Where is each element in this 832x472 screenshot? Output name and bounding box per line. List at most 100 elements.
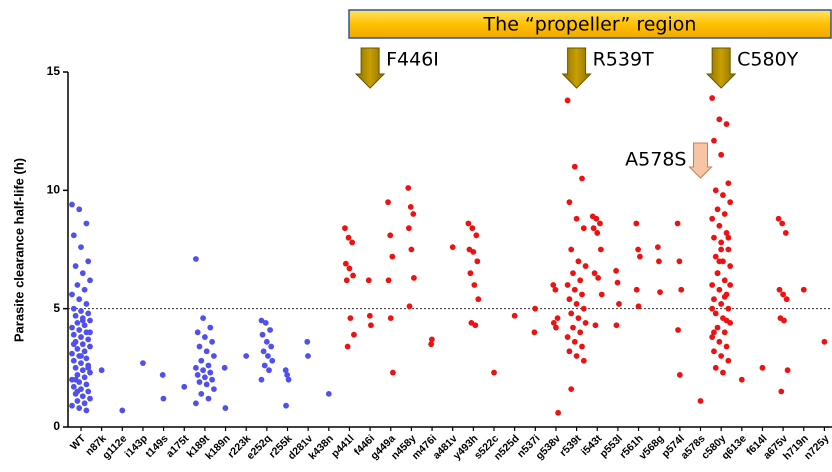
data-point	[711, 348, 717, 355]
data-point	[781, 317, 787, 324]
data-point	[258, 376, 265, 383]
data-point	[350, 272, 356, 279]
data-point	[209, 338, 216, 345]
data-point	[81, 374, 88, 381]
data-point	[637, 253, 643, 260]
data-point	[87, 343, 93, 350]
data-point	[580, 225, 587, 232]
data-point	[470, 248, 477, 255]
data-point	[473, 232, 480, 239]
data-point	[389, 253, 396, 260]
data-point	[469, 225, 476, 232]
data-point	[259, 331, 266, 338]
data-point	[74, 372, 81, 378]
data-point	[727, 199, 734, 206]
data-point	[716, 116, 723, 123]
annotation-label: F446I	[386, 49, 439, 71]
data-point	[778, 388, 785, 395]
data-point	[465, 220, 472, 227]
data-point	[258, 317, 265, 324]
data-point	[472, 322, 479, 329]
data-point	[709, 95, 716, 101]
data-point	[579, 343, 585, 350]
data-point	[718, 353, 725, 359]
data-point	[207, 369, 214, 376]
data-point	[79, 367, 86, 374]
data-point	[575, 315, 582, 322]
data-point	[467, 270, 474, 277]
annotation-arrow	[705, 47, 737, 89]
data-point	[573, 353, 580, 359]
data-point	[390, 369, 396, 376]
data-point	[579, 291, 585, 298]
data-point	[580, 357, 587, 364]
data-point	[550, 319, 557, 326]
data-point	[70, 383, 77, 390]
x-tick-label: t149s	[143, 432, 171, 460]
data-point	[759, 364, 766, 371]
data-point	[267, 327, 273, 333]
data-point	[449, 244, 456, 251]
data-point	[564, 97, 571, 104]
data-point	[202, 334, 208, 340]
data-point	[81, 348, 88, 355]
data-point	[716, 222, 723, 229]
data-point	[554, 315, 561, 322]
data-point	[70, 341, 77, 348]
data-point	[709, 334, 716, 340]
data-point	[69, 350, 75, 357]
data-point	[70, 331, 77, 338]
data-point	[718, 301, 725, 307]
annotation-arrow	[688, 142, 713, 179]
data-point	[711, 234, 717, 241]
data-point	[202, 374, 208, 381]
data-point	[616, 301, 622, 307]
data-point	[74, 388, 81, 395]
y-axis-label: Parasite clearance half-life (h)	[11, 158, 26, 342]
annotation-arrow	[354, 47, 386, 89]
annotation-label: R539T	[593, 49, 654, 71]
data-point	[83, 355, 90, 362]
data-point	[821, 338, 828, 345]
data-point	[85, 258, 92, 265]
data-point	[76, 405, 83, 411]
data-point	[342, 260, 349, 267]
data-point	[716, 338, 723, 345]
data-point	[738, 376, 745, 383]
data-point	[79, 270, 86, 277]
data-point	[205, 362, 212, 369]
data-point	[711, 137, 717, 144]
data-point	[387, 315, 394, 322]
data-point	[571, 163, 578, 170]
data-point	[87, 369, 93, 376]
data-point	[79, 393, 86, 400]
data-point	[575, 258, 582, 265]
data-point	[564, 334, 571, 340]
data-point	[207, 324, 214, 331]
data-point	[87, 317, 93, 324]
data-point	[553, 324, 559, 331]
data-point	[711, 296, 717, 303]
data-point	[555, 409, 562, 416]
data-point	[211, 386, 217, 393]
data-point	[582, 319, 589, 326]
data-point	[718, 151, 725, 158]
data-point	[725, 305, 732, 312]
data-point	[405, 185, 412, 191]
data-point	[550, 282, 557, 288]
y-tick-label: 15	[47, 64, 61, 78]
annotation-arrow	[561, 47, 592, 89]
data-point	[595, 275, 602, 281]
data-point	[266, 367, 272, 374]
data-point	[342, 225, 348, 232]
data-point	[783, 296, 790, 303]
data-point	[205, 395, 212, 402]
data-point	[428, 336, 435, 343]
data-point	[365, 277, 372, 284]
data-point	[269, 357, 276, 364]
data-point	[346, 265, 353, 272]
data-point	[674, 220, 681, 227]
data-point	[775, 215, 782, 222]
annotation-label: C580Y	[737, 49, 799, 71]
